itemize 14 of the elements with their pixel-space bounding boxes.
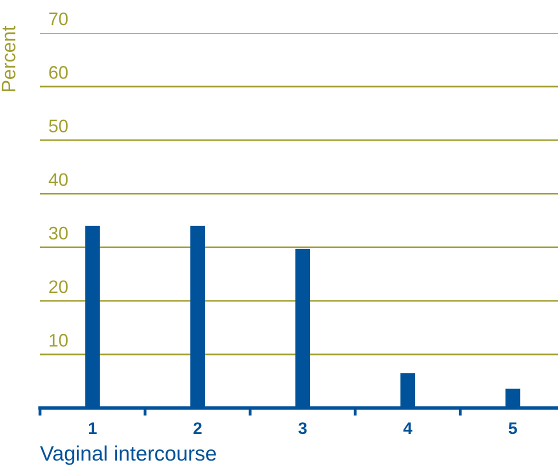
x-tick-label: 5 bbox=[508, 422, 517, 434]
y-tick-label: 30 bbox=[49, 226, 68, 240]
y-tick-label: 20 bbox=[49, 280, 68, 294]
y-tick-label: 60 bbox=[49, 66, 68, 79]
x-tick-label: 4 bbox=[403, 422, 412, 434]
x-axis-title: Vaginal intercourse bbox=[40, 446, 216, 465]
y-axis-title: Percent bbox=[2, 26, 16, 92]
y-tick-label: 70 bbox=[49, 12, 68, 26]
x-tick-label: 2 bbox=[194, 422, 202, 434]
y-tick-label: 50 bbox=[49, 120, 68, 132]
x-tick-label: 3 bbox=[298, 422, 307, 434]
y-tick-label: 10 bbox=[50, 334, 68, 347]
x-tick-label: 1 bbox=[88, 422, 97, 434]
y-tick-label: 40 bbox=[48, 173, 68, 186]
